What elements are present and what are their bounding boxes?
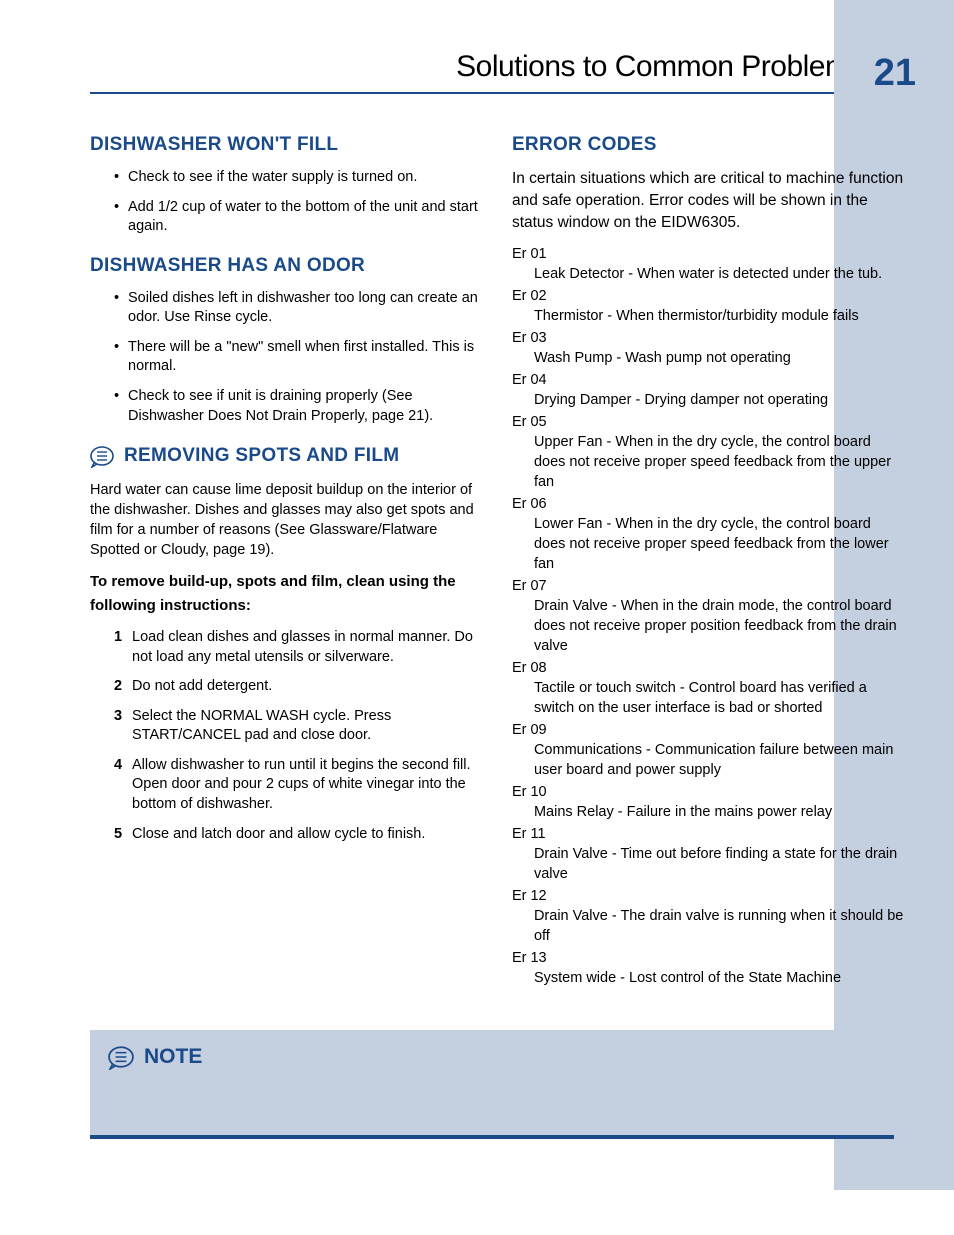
error-item: Er 02Thermistor - When thermistor/turbid… <box>512 286 906 326</box>
error-code: Er 13 <box>512 948 906 968</box>
error-desc: Drain Valve - When in the drain mode, th… <box>512 596 906 656</box>
list-item: Do not add detergent. <box>114 677 484 697</box>
list-item: Check to see if unit is draining properl… <box>114 387 484 426</box>
error-desc: Drying Damper - Drying damper not operat… <box>512 390 906 410</box>
error-item: Er 06Lower Fan - When in the dry cycle, … <box>512 494 906 574</box>
error-item: Er 09Communications - Communication fail… <box>512 720 906 780</box>
error-desc: Thermistor - When thermistor/turbidity m… <box>512 306 906 326</box>
section-heading-spots: REMOVING SPOTS AND FILM <box>90 444 484 468</box>
list-item: There will be a "new" smell when first i… <box>114 338 484 377</box>
spots-intro: Hard water can cause lime deposit buildu… <box>90 480 484 560</box>
note-icon <box>90 444 114 468</box>
error-code: Er 12 <box>512 886 906 906</box>
list-item: Soiled dishes left in dishwasher too lon… <box>114 289 484 328</box>
error-item: Er 04Drying Damper - Drying damper not o… <box>512 370 906 410</box>
error-item: Er 08Tactile or touch switch - Control b… <box>512 658 906 718</box>
odor-list: Soiled dishes left in dishwasher too lon… <box>90 289 484 426</box>
left-column: DISHWASHER WON'T FILL Check to see if th… <box>90 134 484 990</box>
error-code: Er 03 <box>512 328 906 348</box>
error-code: Er 11 <box>512 824 906 844</box>
error-code: Er 04 <box>512 370 906 390</box>
wont-fill-list: Check to see if the water supply is turn… <box>90 168 484 237</box>
error-code-list: Er 01Leak Detector - When water is detec… <box>512 244 906 988</box>
error-code: Er 08 <box>512 658 906 678</box>
error-desc: Tactile or touch switch - Control board … <box>512 678 906 718</box>
error-desc: Communications - Communication failure b… <box>512 740 906 780</box>
list-item: Add 1/2 cup of water to the bottom of th… <box>114 198 484 237</box>
error-code: Er 09 <box>512 720 906 740</box>
error-code: Er 05 <box>512 412 906 432</box>
note-label: NOTE <box>144 1045 202 1069</box>
page-number: 21 <box>874 52 916 95</box>
page-title: Solutions to Common Problems <box>90 50 894 84</box>
error-desc: System wide - Lost control of the State … <box>512 968 906 988</box>
list-item: Select the NORMAL WASH cycle. Press STAR… <box>114 707 484 746</box>
page-header: Solutions to Common Problems <box>90 50 894 94</box>
section-heading-wont-fill: DISHWASHER WON'T FILL <box>90 134 484 156</box>
error-code: Er 02 <box>512 286 906 306</box>
right-column: ERROR CODES In certain situations which … <box>512 134 906 990</box>
note-box: NOTE <box>90 1030 894 1139</box>
list-item: Check to see if the water supply is turn… <box>114 168 484 188</box>
error-item: Er 12Drain Valve - The drain valve is ru… <box>512 886 906 946</box>
error-item: Er 11Drain Valve - Time out before findi… <box>512 824 906 884</box>
error-item: Er 10Mains Relay - Failure in the mains … <box>512 782 906 822</box>
section-heading-errors: ERROR CODES <box>512 134 906 156</box>
error-item: Er 07Drain Valve - When in the drain mod… <box>512 576 906 656</box>
spots-subheading: To remove build-up, spots and film, clea… <box>90 570 484 618</box>
error-desc: Lower Fan - When in the dry cycle, the c… <box>512 514 906 574</box>
error-code: Er 10 <box>512 782 906 802</box>
error-item: Er 03Wash Pump - Wash pump not operating <box>512 328 906 368</box>
error-item: Er 05Upper Fan - When in the dry cycle, … <box>512 412 906 492</box>
note-title: NOTE <box>108 1044 876 1070</box>
content-columns: DISHWASHER WON'T FILL Check to see if th… <box>90 134 894 990</box>
error-desc: Leak Detector - When water is detected u… <box>512 264 906 284</box>
error-item: Er 01Leak Detector - When water is detec… <box>512 244 906 284</box>
error-desc: Upper Fan - When in the dry cycle, the c… <box>512 432 906 492</box>
error-item: Er 13System wide - Lost control of the S… <box>512 948 906 988</box>
list-item: Close and latch door and allow cycle to … <box>114 825 484 845</box>
error-code: Er 06 <box>512 494 906 514</box>
spots-steps: Load clean dishes and glasses in normal … <box>90 628 484 844</box>
list-item: Load clean dishes and glasses in normal … <box>114 628 484 667</box>
list-item: Allow dishwasher to run until it begins … <box>114 756 484 815</box>
errors-intro: In certain situations which are critical… <box>512 168 906 234</box>
error-desc: Wash Pump - Wash pump not operating <box>512 348 906 368</box>
error-code: Er 07 <box>512 576 906 596</box>
note-icon <box>108 1044 134 1070</box>
error-desc: Drain Valve - The drain valve is running… <box>512 906 906 946</box>
error-code: Er 01 <box>512 244 906 264</box>
section-heading-odor: DISHWASHER HAS AN ODOR <box>90 255 484 277</box>
section-heading-spots-text: REMOVING SPOTS AND FILM <box>124 445 399 467</box>
page-container: Solutions to Common Problems DISHWASHER … <box>0 0 954 1179</box>
error-desc: Mains Relay - Failure in the mains power… <box>512 802 906 822</box>
error-desc: Drain Valve - Time out before finding a … <box>512 844 906 884</box>
